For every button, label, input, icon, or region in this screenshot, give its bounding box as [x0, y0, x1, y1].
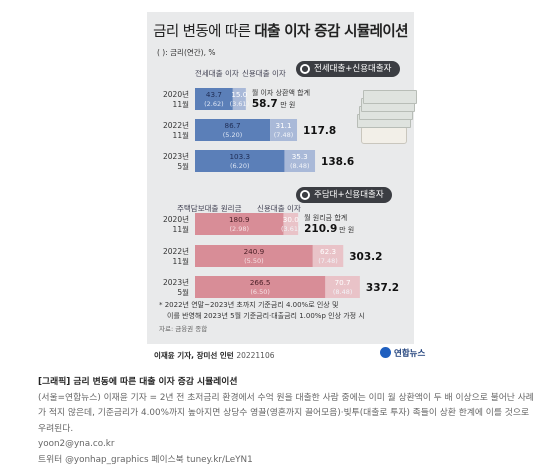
s1-rate-a-2: (6.20): [230, 162, 250, 170]
s2-total-caption: 월 원리금 합계: [304, 213, 347, 222]
article-caption: [그래픽] 금리 변동에 따른 대출 이자 증감 시뮬레이션 (서울=연합뉴스)…: [38, 375, 538, 468]
byline: 이재윤 기자, 장미선 인턴 20221106: [154, 350, 275, 361]
s1-category-label-2: 2023년: [163, 151, 189, 161]
s2-rate-b-2: (8.48): [333, 288, 353, 296]
brand-name: 연합뉴스: [394, 349, 426, 359]
s1-bar-b-0: [232, 88, 246, 110]
s1-value-b-2: 35.3: [292, 152, 308, 161]
s2-category-label-2-month: 5월: [177, 287, 189, 297]
title-part1: 금리 변동에 따른: [153, 24, 251, 40]
s2-category-label-0: 2020년: [163, 214, 189, 224]
s2-bar-b-1: [312, 245, 344, 267]
s2-bar-a-1: [195, 245, 313, 267]
s2-category-label-0-month: 11월: [173, 224, 190, 234]
legend-credit: 신용대출 이자: [242, 69, 286, 78]
brand-icon: [380, 347, 391, 358]
caption-email: yoon2@yna.co.kr: [38, 439, 115, 449]
footnote-1: * 2022년 연말~2023년 초까지 기준금리 4.00%로 인상 및: [159, 301, 339, 309]
byline-date: 20221106: [236, 351, 275, 360]
s1-category-label-0: 2020년: [163, 89, 189, 99]
s2-total-2: 337.2: [366, 282, 399, 294]
s2-rate-b-0: (3.61): [281, 225, 301, 233]
s2-value-b-2: 70.7: [335, 278, 351, 287]
footnote-2: 이를 반영해 2023년 5월 기준금리·대출금리 1.00%p 인상 가정 시: [167, 312, 365, 320]
s1-value-a-2: 103.3: [229, 152, 250, 161]
brand-logo: 연합뉴스: [380, 347, 425, 359]
s2-bar-b-0: [283, 213, 299, 235]
s1-total-unit: 만 원: [280, 100, 295, 109]
legend-mortgage: 주택담보대출 원리금: [177, 204, 242, 213]
s2-rate-a-1: (5.50): [244, 257, 264, 265]
s2-total-0: 210.9: [304, 223, 337, 235]
s1-bar-b-1: [270, 119, 298, 141]
unit-note: ( ): 금리(연간), %: [157, 48, 216, 57]
byline-names: 이재윤 기자, 장미선 인턴: [154, 351, 234, 360]
s2-value-a-1: 240.9: [244, 247, 265, 256]
s2-bar-a-2: [195, 276, 326, 298]
section2-badge: ● 주담대+신용대출자: [296, 187, 392, 203]
person-icon: ●: [300, 64, 310, 74]
s2-rate-b-1: (7.48): [318, 257, 338, 265]
caption-social: 트위터 @yonhap_graphics 페이스북 tuney.kr/LeYN1: [38, 454, 253, 465]
title-part2: 대출 이자 증감 시뮬레이션: [254, 24, 408, 40]
s1-category-label-1: 2022년: [163, 120, 189, 130]
section2-badge-label: 주담대+신용대출자: [314, 190, 384, 200]
section1-badge-label: 전세대출+신용대출자: [314, 64, 392, 74]
s1-total-2: 138.6: [321, 156, 354, 168]
s2-rate-a-2: (6.50): [250, 288, 270, 296]
s1-rate-b-2: (8.48): [290, 162, 310, 170]
s2-value-a-0: 180.9: [229, 215, 250, 224]
s2-category-label-1: 2022년: [163, 246, 189, 256]
caption-headline: [그래픽] 금리 변동에 따른 대출 이자 증감 시뮬레이션: [38, 377, 238, 387]
s1-total-0: 58.7: [252, 98, 278, 110]
s1-rate-b-1: (7.48): [274, 131, 294, 139]
s1-total-1: 117.8: [303, 125, 336, 137]
s1-value-b-1: 31.1: [276, 121, 292, 130]
s1-rate-a-1: (5.20): [223, 131, 243, 139]
infographic: 금리 변동에 따른 대출 이자 증감 시뮬레이션 ( ): 금리(연간), % …: [147, 12, 417, 344]
s1-category-label-0-month: 11월: [173, 99, 190, 109]
s1-value-b-0: 15.0: [231, 90, 247, 99]
s2-total-unit: 만 원: [339, 225, 354, 234]
s2-rate-a-0: (2.98): [229, 225, 249, 233]
s1-total-caption: 월 이자 상환액 합계: [252, 88, 310, 97]
s1-rate-b-0: (3.61): [230, 100, 250, 108]
s1-bar-a-1: [195, 119, 271, 141]
s2-value-a-2: 266.5: [250, 278, 271, 287]
s1-bar-b-2: [284, 150, 316, 172]
person-icon: ●: [300, 190, 310, 200]
s1-bar-a-2: [195, 150, 285, 172]
s2-value-b-1: 62.3: [320, 247, 336, 256]
s2-category-label-1-month: 11월: [173, 256, 190, 266]
s1-category-label-1-month: 11월: [173, 130, 190, 140]
section1-badge: ● 전세대출+신용대출자: [296, 61, 400, 77]
s1-category-label-2-month: 5월: [177, 161, 189, 171]
s1-value-a-0: 43.7: [206, 90, 222, 99]
s2-category-label-2: 2023년: [163, 277, 189, 287]
s2-bar-b-2: [325, 276, 360, 298]
s2-total-1: 303.2: [349, 251, 382, 263]
source-note: 자료: 금융권 종합: [159, 325, 208, 333]
s2-bar-a-0: [195, 213, 284, 235]
legend-credit2: 신용대출 이자: [257, 204, 301, 213]
s1-rate-a-0: (2.62): [204, 100, 224, 108]
chart-title: 금리 변동에 따른 대출 이자 증감 시뮬레이션: [147, 20, 414, 41]
s1-bar-a-0: [195, 88, 233, 110]
legend-jeonse: 전세대출 이자: [195, 69, 239, 78]
s1-value-a-1: 86.7: [225, 121, 241, 130]
caption-body: (서울=연합뉴스) 이재윤 기자 = 2년 전 초저금리 환경에서 수억 원을 …: [38, 392, 534, 434]
s2-value-b-0: 30.0: [283, 215, 299, 224]
